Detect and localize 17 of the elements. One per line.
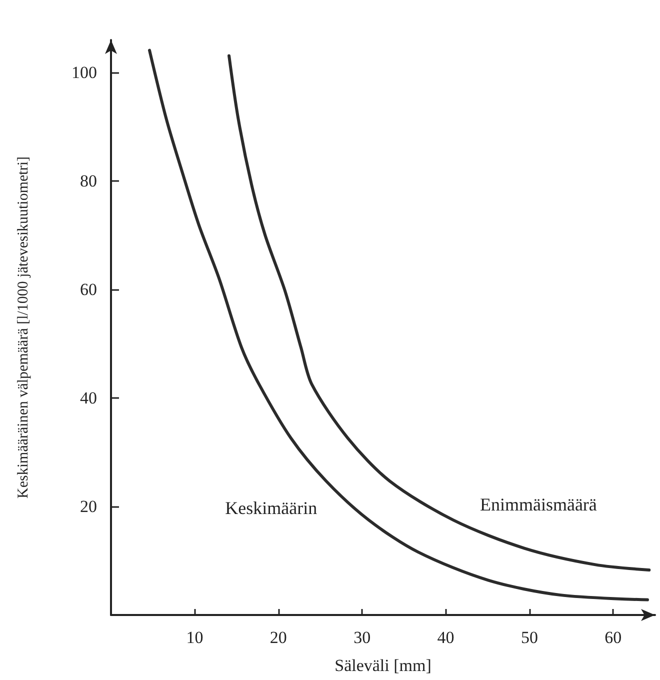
y-tick-label: 100 [72,63,97,82]
y-tick-label: 40 [80,388,97,408]
line-series [228,54,651,572]
x-tick-label: 30 [354,628,371,647]
y-tick-label: 20 [80,497,97,516]
y-tick-label: 80 [80,172,97,191]
x-tick-label: 20 [270,628,287,647]
x-tick-label: 10 [186,628,204,647]
x-axis-title: Säleväli [mm] [334,656,432,675]
x-tick-label: 50 [520,628,538,647]
line-series [148,48,649,602]
x-tick-label: 60 [604,628,622,647]
x-tick-label: 40 [437,628,454,647]
series-label: Keskimäärin [225,498,318,518]
series-label: Enimmäismäärä [480,494,597,514]
y-tick-label: 60 [80,280,97,300]
y-axis-title: Keskimääräinen välpemäärä [l/1000 jätevesikuutiometri] [16,156,32,498]
